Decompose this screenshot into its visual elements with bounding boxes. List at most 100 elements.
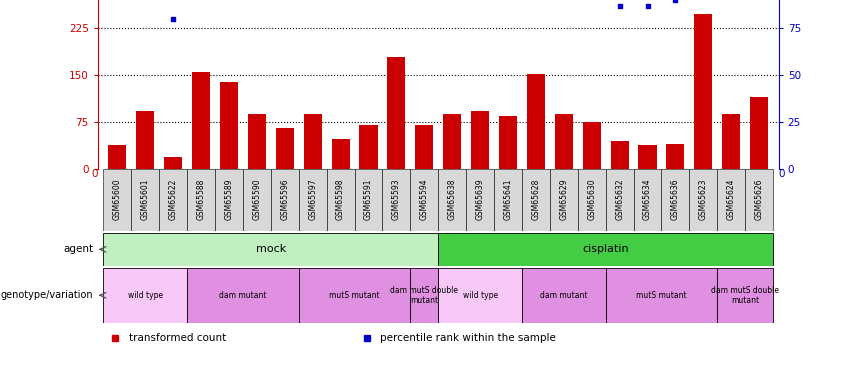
Bar <box>299 268 410 322</box>
Text: GSM65636: GSM65636 <box>671 179 680 220</box>
Text: GSM65596: GSM65596 <box>280 179 289 220</box>
Text: 0: 0 <box>779 169 785 179</box>
Text: GSM65622: GSM65622 <box>168 179 178 220</box>
Bar <box>494 169 522 231</box>
Bar <box>131 169 159 231</box>
Text: wild type: wild type <box>463 291 498 300</box>
Bar <box>438 232 773 266</box>
Text: dam mutant: dam mutant <box>540 291 587 300</box>
Text: mutS mutant: mutS mutant <box>329 291 380 300</box>
Bar <box>638 145 657 169</box>
Text: GSM65630: GSM65630 <box>587 179 597 220</box>
Bar <box>745 169 773 231</box>
Bar <box>104 232 438 266</box>
Bar <box>187 268 299 322</box>
Bar <box>471 111 489 169</box>
Text: GSM65593: GSM65593 <box>392 179 401 220</box>
Point <box>613 3 626 9</box>
Text: GSM65589: GSM65589 <box>225 179 233 220</box>
Bar <box>164 158 182 169</box>
Text: dam mutS double
mutant: dam mutS double mutant <box>711 286 780 305</box>
Point <box>669 0 683 3</box>
Bar <box>689 169 717 231</box>
Bar <box>248 114 266 169</box>
Bar <box>410 268 438 322</box>
Bar <box>382 169 410 231</box>
Bar <box>387 57 405 169</box>
Bar <box>722 114 740 169</box>
Bar <box>271 169 299 231</box>
Bar <box>522 169 550 231</box>
Bar <box>104 268 187 322</box>
Text: GSM65594: GSM65594 <box>420 179 429 220</box>
Text: 0: 0 <box>91 169 98 179</box>
Text: GSM65632: GSM65632 <box>615 179 624 220</box>
Bar <box>415 125 433 169</box>
Bar <box>666 144 684 169</box>
Bar <box>410 169 438 231</box>
Bar <box>610 141 629 169</box>
Bar <box>694 14 712 169</box>
Bar <box>359 125 378 169</box>
Bar <box>499 116 517 169</box>
Text: GSM65629: GSM65629 <box>559 179 568 220</box>
Bar <box>522 268 606 322</box>
Bar <box>578 169 606 231</box>
Bar <box>634 169 661 231</box>
Text: dam mutant: dam mutant <box>220 291 266 300</box>
Bar <box>438 169 466 231</box>
Text: GSM65639: GSM65639 <box>476 179 484 220</box>
Text: GSM65590: GSM65590 <box>253 179 261 220</box>
Bar <box>104 169 131 231</box>
Text: GSM65601: GSM65601 <box>140 179 150 220</box>
Bar <box>243 169 271 231</box>
Text: GSM65588: GSM65588 <box>197 179 206 220</box>
Text: GSM65624: GSM65624 <box>727 179 736 220</box>
Text: genotype/variation: genotype/variation <box>1 290 94 300</box>
Text: percentile rank within the sample: percentile rank within the sample <box>380 333 557 343</box>
Bar <box>750 97 768 169</box>
Text: mock: mock <box>256 244 286 254</box>
Bar <box>327 169 355 231</box>
Bar <box>136 111 154 169</box>
Text: wild type: wild type <box>128 291 163 300</box>
Bar <box>215 169 243 231</box>
Text: GSM65623: GSM65623 <box>699 179 708 220</box>
Bar <box>108 145 127 169</box>
Text: GSM65597: GSM65597 <box>308 179 317 220</box>
Bar <box>192 72 210 169</box>
Text: GSM65626: GSM65626 <box>755 179 763 220</box>
Bar <box>661 169 689 231</box>
Bar <box>527 74 545 169</box>
Text: GSM65628: GSM65628 <box>531 179 540 220</box>
Text: mutS mutant: mutS mutant <box>637 291 687 300</box>
Bar <box>332 139 350 169</box>
Text: GSM65598: GSM65598 <box>336 179 346 220</box>
Bar <box>159 169 187 231</box>
Point <box>167 16 180 22</box>
Bar <box>550 169 578 231</box>
Bar <box>187 169 215 231</box>
Bar <box>717 268 773 322</box>
Bar <box>438 268 522 322</box>
Point <box>641 3 654 9</box>
Bar <box>717 169 745 231</box>
Text: GSM65591: GSM65591 <box>364 179 373 220</box>
Bar <box>606 169 634 231</box>
Bar <box>583 122 601 169</box>
Text: dam mutS double
mutant: dam mutS double mutant <box>391 286 459 305</box>
Bar <box>220 82 238 169</box>
Text: cisplatin: cisplatin <box>582 244 629 254</box>
Bar <box>355 169 382 231</box>
Text: agent: agent <box>64 244 94 254</box>
Text: GSM65638: GSM65638 <box>448 179 457 220</box>
Bar <box>443 114 461 169</box>
Bar <box>555 114 573 169</box>
Text: GSM65634: GSM65634 <box>643 179 652 220</box>
Text: transformed count: transformed count <box>129 333 226 343</box>
Bar <box>276 128 294 169</box>
Bar <box>466 169 494 231</box>
Bar <box>299 169 327 231</box>
Text: GSM65641: GSM65641 <box>504 179 512 220</box>
Text: GSM65600: GSM65600 <box>113 179 122 220</box>
